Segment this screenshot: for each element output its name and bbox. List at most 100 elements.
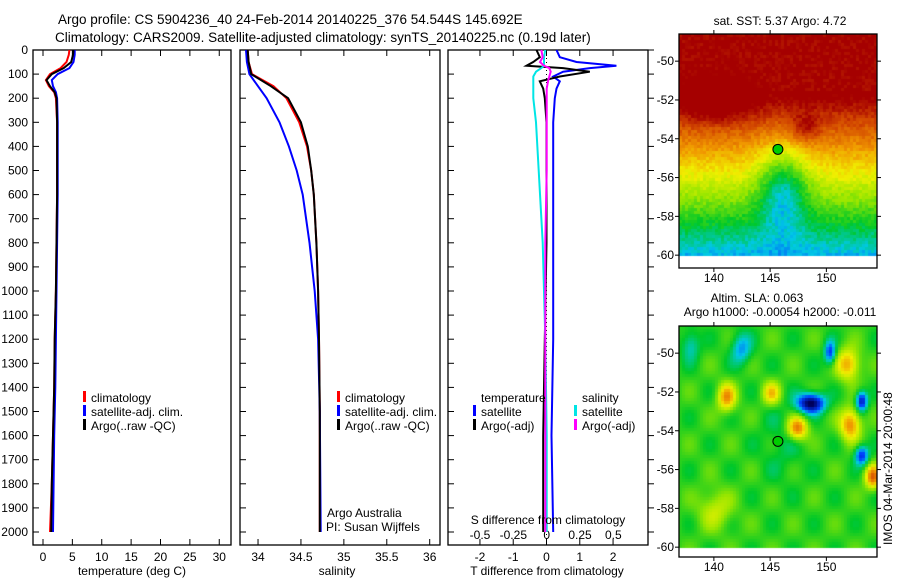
depth-tick-label: 400 [8,139,28,153]
argo-position-marker [772,435,784,447]
series-line-salinity-3 [538,49,552,532]
sla-map-title: Altim. SLA: 0.063 [711,291,804,305]
depth-tick-label: 1600 [1,429,28,443]
lat-tick-label: -58 [657,209,675,223]
x-tick-label: 35 [337,550,351,564]
temperature-axis-label: temperature (deg C) [78,564,186,578]
lat-tick-label: -60 [657,248,675,262]
temperature-legend: climatology satellite-adj. clim. Argo(..… [83,391,183,433]
lon-tick-label: 150 [816,271,836,285]
lon-tick-label: 145 [760,271,780,285]
sst-map-title: sat. SST: 5.37 Argo: 4.72 [714,14,847,28]
legend-label: climatology [345,391,405,405]
plot-frame [32,49,232,546]
institution-label: Argo Australia [327,506,402,520]
lat-tick-label: -50 [657,54,675,68]
depth-tick-label: 800 [8,236,28,250]
depth-tick-label: 600 [8,188,28,202]
x-tick-label: 30 [213,550,227,564]
sst-map: sat. SST: 5.37 Argo: 4.72 140 145 150 -50 -5… [657,14,881,285]
lat-tick-label: -54 [657,424,675,438]
map-frame [678,33,878,269]
legend-swatch-argo [83,419,86,430]
legend-swatch-s-argo [574,419,577,430]
lat-tick-label: -50 [657,346,675,360]
depth-tick-label: 1700 [1,453,28,467]
depth-tick-label: 300 [8,115,28,129]
x-tick-label: -2 [475,550,486,564]
series-line-2 [45,49,75,533]
lat-tick-label: -56 [657,463,675,477]
temperature-panel: 0100200300400500600700800900100011001200… [1,43,232,564]
map-frame [678,325,878,558]
legend-swatch-satellite [83,405,86,416]
series-line-salinity-2 [532,49,548,532]
legend-swatch-t-argo [473,419,476,430]
x-tick-label: 0 [543,550,550,564]
plot-frame [239,49,441,546]
legend-label: satellite [481,405,522,419]
x-tick-label: 15 [124,550,138,564]
legend-header-salinity: salinity [582,391,619,405]
title-line-1: Argo profile: CS 5904236_40 24-Feb-2014 … [58,12,523,27]
depth-tick-label: 1300 [1,356,28,370]
depth-tick-label: 200 [8,91,28,105]
legend-swatch-s-satellite [574,405,577,416]
s-tick-label: -0.5 [470,528,491,542]
legend-label: Argo(..raw -QC) [91,419,176,433]
legend-swatch-climatology [337,391,340,402]
lon-tick-label: 140 [704,560,724,574]
x-tick-label: 0 [40,550,47,564]
lon-tick-label: 150 [816,560,836,574]
legend-swatch-satellite [337,405,340,416]
sla-map: Altim. SLA: 0.063 Argo h1000: -0.00054 h… [657,291,895,574]
title-line-2: Climatology: CARS2009. Satellite-adjuste… [55,30,591,45]
x-tick-label: 2 [610,550,617,564]
lat-tick-label: -52 [657,385,675,399]
legend-swatch-argo [337,419,340,430]
s-tick-label: -0.25 [500,528,528,542]
depth-tick-label: 2000 [1,525,28,539]
x-tick-label: 35.5 [375,550,399,564]
legend-label: climatology [91,391,151,405]
series-line-0 [246,49,321,532]
pi-label: PI: Susan Wijffels [326,520,420,534]
depth-tick-label: 500 [8,164,28,178]
plot-frame [447,49,649,546]
lat-tick-label: -56 [657,171,675,185]
x-tick-label: 25 [183,550,197,564]
legend-swatch-climatology [83,391,86,402]
difference-legend: temperature salinity satellite Argo(-adj… [473,391,635,433]
legend-label: Argo(..raw -QC) [345,419,430,433]
depth-tick-label: 900 [8,260,28,274]
x-tick-label: 36 [423,550,437,564]
depth-tick-label: 1900 [1,501,28,515]
legend-label: satellite-adj. clim. [91,405,183,419]
sla-map-subtitle: Argo h1000: -0.00054 h2000: -0.011 [684,305,877,319]
lat-tick-label: -54 [657,132,675,146]
salinity-legend: climatology satellite-adj. clim. Argo(..… [326,391,437,534]
x-tick-label: 10 [95,550,109,564]
lon-tick-label: 140 [704,271,724,285]
depth-tick-label: 1400 [1,380,28,394]
legend-label: satellite-adj. clim. [345,405,437,419]
x-tick-label: 34.5 [289,550,313,564]
legend-swatch-t-satellite [473,405,476,416]
x-tick-label: 34 [251,550,265,564]
depth-tick-label: 1200 [1,332,28,346]
legend-label: satellite [582,405,623,419]
argo-position-marker [772,143,784,155]
x-tick-label: 1 [576,550,583,564]
depth-tick-label: 1000 [1,284,28,298]
lat-tick-label: -60 [657,540,675,554]
t-diff-axis-label: T difference from climatology [470,564,624,578]
s-tick-label: 0.25 [568,528,592,542]
s-tick-label: 0.5 [605,528,622,542]
series-line-2 [246,49,321,532]
lat-tick-label: -52 [657,93,675,107]
depth-tick-label: 0 [21,43,28,57]
s-diff-axis-label: S difference from climatology [471,513,626,527]
x-tick-label: 5 [69,550,76,564]
